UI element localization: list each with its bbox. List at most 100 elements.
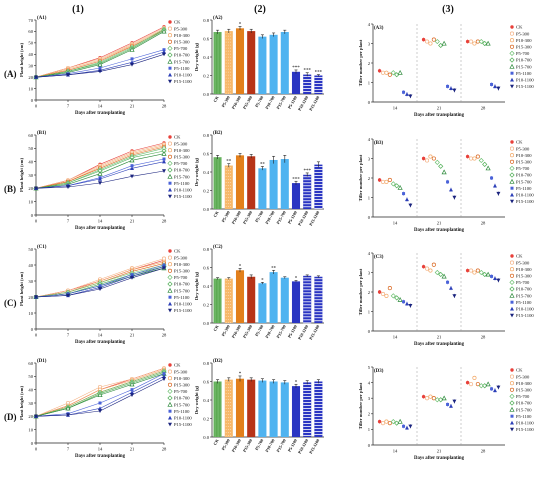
- y-tick-label: 0.2: [203, 416, 209, 421]
- x-tick-label: 28: [162, 219, 167, 224]
- legend-marker-ck: [168, 249, 172, 253]
- y-axis-label: Plant height (cm): [19, 272, 24, 306]
- data-point-p5-700: [390, 181, 396, 187]
- data-point-p10-700: [394, 420, 400, 426]
- legend-marker-p5-700: [509, 279, 515, 285]
- data-point-p15-700: [161, 150, 167, 156]
- data-point-p5-1100: [446, 84, 450, 88]
- x-tick-label: P15-700: [275, 324, 287, 339]
- legend-marker-p10-700: [167, 52, 173, 58]
- data-point-p15-700: [397, 185, 403, 190]
- y-tick-label: 1: [368, 80, 371, 85]
- bar-p15-700: [280, 159, 289, 209]
- x-tick-label: 28: [162, 447, 167, 452]
- legend-marker-p10-300: [167, 376, 173, 381]
- y-tick-label: 0: [31, 327, 34, 332]
- x-tick-label: CK: [212, 437, 220, 446]
- legend-label-p10-300: P10-300: [516, 381, 532, 386]
- legend-label-p15-700: P15-700: [174, 174, 190, 179]
- data-point-ck: [421, 37, 426, 42]
- data-point-p5-700: [434, 38, 440, 45]
- data-point-p15-1100: [496, 278, 501, 283]
- legend-marker-p5-300: [167, 255, 173, 260]
- bar-p15-300: [247, 156, 256, 209]
- bar-chart-d2: 0.0 0.2 0.4 0.6 0.8 Dry weight (g) (D2) CK P5-30…: [194, 359, 324, 455]
- legend-marker-p5-300: [509, 260, 515, 265]
- bar-p15-700: [280, 32, 289, 94]
- data-point-p10-1100: [448, 86, 453, 91]
- legend-marker-p15-700: [509, 63, 515, 69]
- x-tick-label: 21: [130, 104, 135, 109]
- data-point-p5-1100: [490, 274, 494, 278]
- data-point-p15-1100: [162, 266, 166, 271]
- data-point-p10-300: [472, 375, 477, 380]
- data-point-p15-300: [475, 268, 480, 273]
- legend-label-p5-1100: P5-1100: [174, 66, 190, 71]
- data-point-p5-1100: [98, 401, 102, 405]
- data-point-p5-300: [424, 39, 430, 44]
- legend-label-p15-1100: P15-1100: [174, 194, 192, 199]
- data-point-p15-1100: [34, 414, 38, 419]
- legend-label-p5-300: P5-300: [174, 369, 188, 374]
- y-tick-label: 3: [368, 41, 371, 46]
- data-point-p15-1100: [408, 424, 413, 429]
- data-point-p10-1100: [492, 183, 497, 188]
- legend-marker-p15-300: [509, 159, 515, 164]
- legend-marker-p10-700: [167, 395, 173, 401]
- y-tick-label: 0: [31, 213, 34, 218]
- legend-marker-p10-300: [167, 148, 173, 153]
- legend-label-p5-700: P5-700: [174, 275, 188, 280]
- x-tick-label: 14: [393, 221, 398, 226]
- legend-marker-ck: [168, 363, 172, 367]
- y-tick-label: 1: [368, 195, 371, 200]
- data-point-p15-1100: [162, 52, 166, 57]
- legend-label-p5-300: P5-300: [516, 31, 530, 36]
- data-point-p15-1100: [452, 294, 457, 298]
- x-tick-label: P15-300: [242, 324, 254, 339]
- data-point-p15-1100: [66, 185, 70, 189]
- axis-lines: [372, 367, 505, 446]
- x-tick-label: P5-300: [220, 95, 230, 108]
- legend-marker-p5-700: [167, 45, 173, 51]
- x-tick-label: 28: [162, 333, 167, 338]
- legend-marker-ck: [510, 140, 514, 144]
- legend-label-p15-700: P15-700: [516, 407, 532, 412]
- legend-marker-p5-700: [167, 274, 173, 280]
- y-tick-label: 0: [31, 441, 34, 446]
- y-tick-label: 0.0: [203, 207, 209, 212]
- legend-label-p10-700: P10-700: [516, 287, 532, 292]
- data-point-p15-700: [441, 169, 447, 175]
- data-point-p15-1100: [34, 295, 38, 299]
- data-point-p15-1100: [496, 191, 501, 196]
- legend-marker-p5-300: [509, 374, 515, 379]
- y-tick-label: 0.4: [203, 284, 209, 289]
- y-axis-label: Tiller number per plant: [358, 39, 363, 86]
- data-point-p5-300: [380, 421, 386, 426]
- legend-marker-p5-1100: [510, 71, 514, 75]
- x-axis-label: Days after transplanting: [75, 340, 126, 345]
- data-point-p5-700: [478, 383, 484, 389]
- data-point-p10-300: [472, 41, 477, 46]
- significance-mark: **: [271, 266, 277, 271]
- data-point-ck: [465, 154, 470, 159]
- legend-marker-p5-1100: [168, 66, 172, 70]
- bar-ck: [213, 278, 222, 323]
- y-tick-label: 5: [368, 365, 371, 370]
- bar-p15-1100: [314, 75, 323, 94]
- legend-marker-p15-1100: [510, 199, 514, 204]
- bar-p5-300: [224, 379, 233, 437]
- y-tick-label: 50: [28, 41, 33, 46]
- data-point-p15-1100: [98, 181, 102, 185]
- legend-label-p15-700: P15-700: [516, 179, 532, 184]
- x-tick-label: P10-700: [264, 210, 276, 225]
- y-axis-label: Tiller number per plant: [358, 268, 363, 315]
- x-tick-label: P5-700: [254, 324, 264, 337]
- legend-label-p10-700: P10-700: [174, 168, 190, 173]
- y-tick-label: 30: [28, 401, 33, 406]
- y-tick-label: 10: [28, 311, 33, 316]
- data-point-ck: [421, 394, 426, 399]
- legend-label-p5-300: P5-300: [516, 260, 530, 265]
- legend-label-p15-300: P15-300: [174, 40, 190, 45]
- bar-p10-300: [235, 378, 245, 437]
- y-tick-label: 0.0: [203, 92, 209, 97]
